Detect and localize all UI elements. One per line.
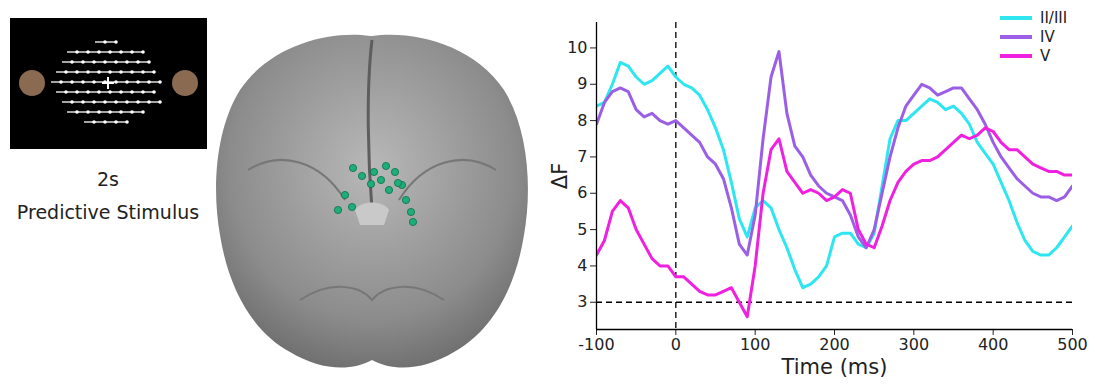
svg-text:3: 3 (577, 292, 587, 311)
svg-text:5: 5 (577, 220, 587, 239)
svg-text:-100: -100 (578, 335, 614, 354)
svg-text:100: 100 (740, 335, 771, 354)
svg-text:0: 0 (671, 335, 681, 354)
svg-text:200: 200 (819, 335, 850, 354)
svg-text:Time (ms): Time (ms) (781, 355, 888, 379)
html-text:IV: IV (1040, 27, 1055, 46)
html-text:II/III: II/III (1040, 8, 1068, 27)
svg-text:8: 8 (577, 111, 587, 130)
svg-text:400: 400 (978, 335, 1009, 354)
svg-text:10: 10 (567, 38, 587, 57)
svg-text:4: 4 (577, 256, 587, 275)
svg-text:9: 9 (577, 74, 587, 93)
svg-text:ΔF: ΔF (548, 163, 572, 189)
svg-text:6: 6 (577, 183, 587, 202)
svg-text:2s: 2s (97, 168, 119, 190)
svg-text:Predictive Stimulus: Predictive Stimulus (17, 201, 199, 223)
html-text:V: V (1040, 46, 1051, 65)
svg-text:7: 7 (577, 147, 587, 166)
svg-text:500: 500 (1057, 335, 1088, 354)
svg-text:300: 300 (899, 335, 930, 354)
